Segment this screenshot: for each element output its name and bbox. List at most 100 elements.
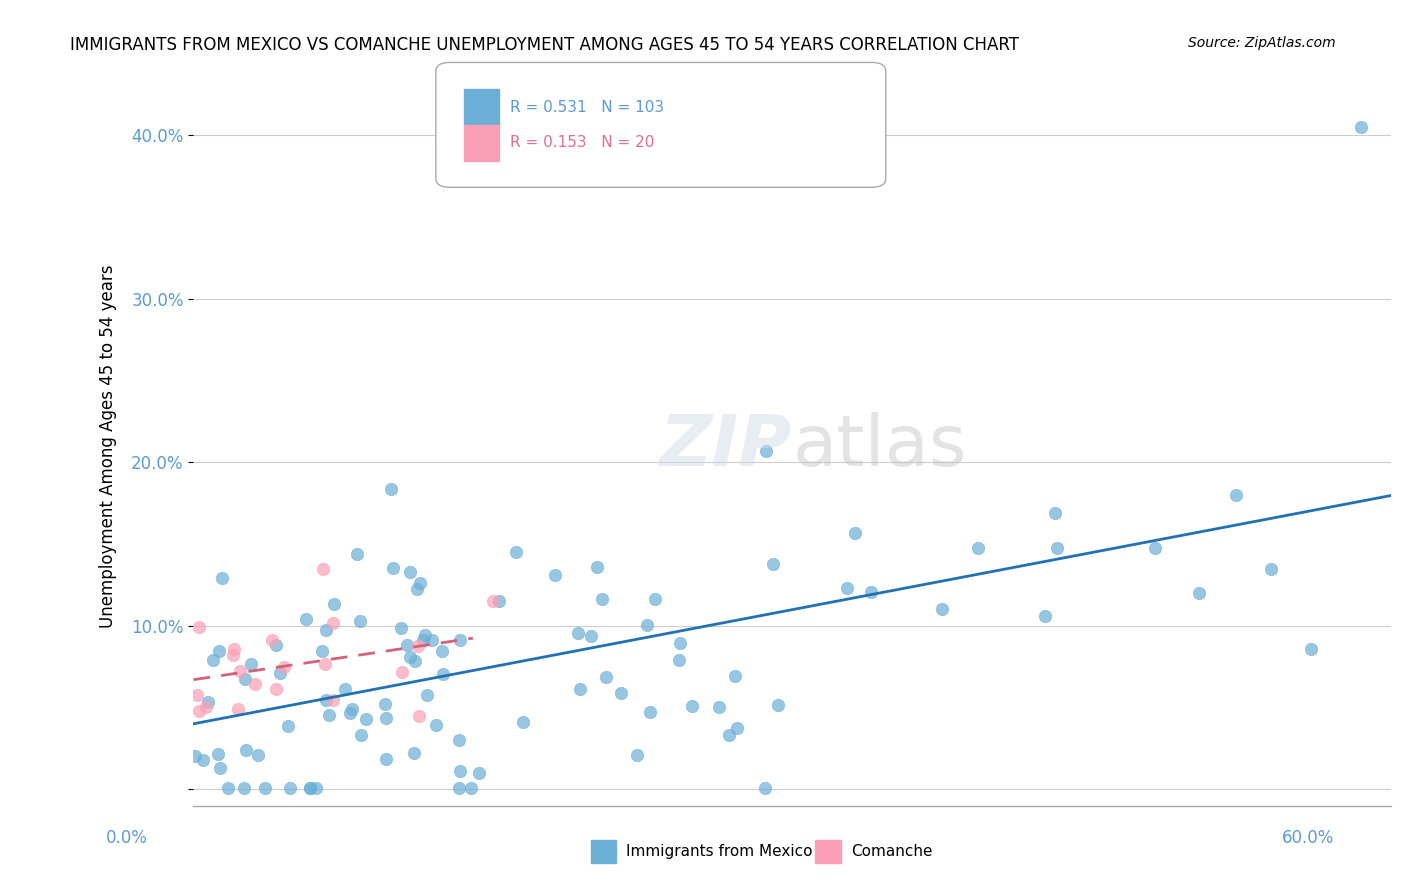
Point — [586, 560, 609, 574]
Point — [194, 700, 217, 714]
Point — [1144, 541, 1167, 555]
Point — [395, 638, 418, 652]
Point — [233, 780, 256, 795]
Point — [389, 621, 412, 635]
Point — [1033, 608, 1056, 623]
Point — [1260, 562, 1282, 576]
Point — [468, 766, 491, 780]
Text: 60.0%: 60.0% — [1281, 830, 1334, 847]
Point — [224, 642, 246, 657]
Point — [844, 525, 866, 540]
Point — [644, 592, 666, 607]
Point — [226, 701, 249, 715]
Text: R = 0.153   N = 20: R = 0.153 N = 20 — [510, 136, 655, 150]
Point — [264, 681, 287, 696]
Point — [191, 753, 214, 767]
Point — [208, 644, 231, 658]
Point — [197, 695, 219, 709]
Point — [298, 780, 321, 795]
Point — [187, 704, 209, 718]
Point — [449, 733, 471, 747]
Point — [354, 712, 377, 726]
Point — [768, 698, 790, 713]
Point — [406, 639, 429, 653]
Point — [391, 665, 413, 679]
Point — [211, 571, 233, 585]
Point — [718, 728, 741, 742]
Point — [544, 568, 567, 582]
Point — [202, 653, 225, 667]
Point — [260, 632, 283, 647]
Point — [754, 780, 776, 795]
Point — [408, 709, 430, 723]
Point — [323, 597, 346, 611]
Point — [304, 780, 326, 795]
Point — [449, 764, 471, 778]
Point — [1046, 541, 1069, 555]
Point — [312, 561, 335, 575]
Point — [253, 780, 276, 795]
Y-axis label: Unemployment Among Ages 45 to 54 years: Unemployment Among Ages 45 to 54 years — [100, 264, 117, 628]
Point — [339, 706, 361, 720]
Point — [311, 644, 333, 658]
Text: IMMIGRANTS FROM MEXICO VS COMANCHE UNEMPLOYMENT AMONG AGES 45 TO 54 YEARS CORREL: IMMIGRANTS FROM MEXICO VS COMANCHE UNEMP… — [70, 36, 1019, 54]
Point — [638, 705, 661, 719]
Point — [610, 686, 633, 700]
Point — [188, 620, 211, 634]
Point — [322, 615, 344, 630]
Point — [228, 664, 250, 678]
Point — [626, 747, 648, 762]
Point — [264, 639, 287, 653]
Point — [415, 628, 437, 642]
Text: 0.0%: 0.0% — [105, 830, 148, 847]
Point — [1043, 506, 1066, 520]
Text: Comanche: Comanche — [851, 845, 932, 859]
Point — [233, 673, 256, 687]
Point — [333, 682, 356, 697]
Point — [412, 633, 434, 648]
Point — [375, 752, 398, 766]
Point — [512, 714, 534, 729]
Point — [235, 743, 257, 757]
Point — [460, 780, 482, 795]
Point — [1386, 392, 1406, 406]
Point — [1225, 488, 1247, 502]
Point — [322, 692, 344, 706]
Point — [505, 545, 527, 559]
Point — [422, 632, 444, 647]
Point — [755, 443, 778, 458]
Point — [405, 582, 427, 596]
Point — [350, 728, 373, 742]
Point — [399, 566, 422, 580]
Point — [1301, 642, 1323, 657]
Point — [488, 594, 510, 608]
Point — [340, 702, 363, 716]
Point — [349, 614, 371, 628]
Point — [482, 594, 505, 608]
Point — [380, 482, 402, 496]
Point — [374, 697, 396, 711]
Point — [591, 592, 613, 607]
Point — [207, 747, 229, 761]
Point — [669, 636, 692, 650]
Point — [318, 708, 340, 723]
Point — [375, 711, 398, 725]
Point — [298, 780, 321, 795]
Point — [447, 780, 470, 795]
Point — [966, 541, 988, 556]
Point — [449, 633, 471, 648]
Point — [681, 699, 703, 714]
Point — [425, 718, 447, 732]
Point — [278, 780, 301, 795]
Point — [276, 719, 298, 733]
Point — [860, 585, 883, 599]
Point — [243, 677, 266, 691]
Point — [239, 657, 262, 671]
Point — [636, 617, 658, 632]
Point — [269, 665, 291, 680]
Point — [409, 576, 432, 591]
Point — [568, 681, 591, 696]
Point — [382, 561, 405, 575]
Point — [931, 602, 953, 616]
Point — [186, 688, 208, 702]
